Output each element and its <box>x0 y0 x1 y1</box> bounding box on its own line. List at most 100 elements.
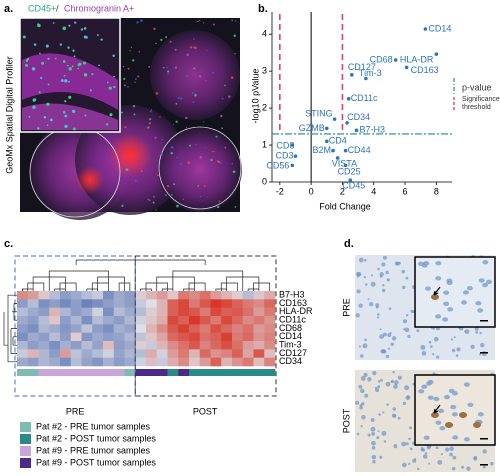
heatmap-cell <box>38 349 50 358</box>
cell-signal <box>148 65 151 68</box>
heatmap-cell <box>146 307 158 317</box>
cell-signal <box>216 205 220 209</box>
heatmap-cell <box>264 324 276 333</box>
legend-label: Pat #2 - PRE tumor samples <box>36 421 151 431</box>
heatmap-cell <box>27 349 39 358</box>
cell-signal <box>52 22 55 24</box>
nucleus <box>370 417 375 422</box>
heatmap-cell <box>60 357 72 367</box>
cell-signal <box>217 160 221 164</box>
nucleus <box>443 290 450 295</box>
cell-signal <box>187 161 191 165</box>
nucleus <box>360 354 364 358</box>
heatmap-cell <box>103 299 115 308</box>
nucleus <box>377 430 380 433</box>
nucleus <box>376 313 380 316</box>
nucleus <box>368 302 374 307</box>
scale-bar <box>480 352 488 354</box>
heatmap-cell <box>92 332 104 342</box>
nucleus <box>370 281 376 287</box>
nucleus <box>372 370 377 376</box>
cell-signal <box>170 146 174 149</box>
nucleus <box>360 425 363 428</box>
heatmap-cell <box>38 357 50 367</box>
cell-signal <box>64 124 68 129</box>
cell-signal <box>40 76 43 80</box>
cell-signal <box>160 38 163 42</box>
heatmap-cell <box>92 357 104 367</box>
hotspot <box>76 166 104 194</box>
heatmap-cell <box>167 316 179 325</box>
x-axis-title: Fold Change <box>319 201 371 211</box>
cell-signal <box>124 125 127 129</box>
heatmap-cell <box>221 299 233 308</box>
heatmap-cell <box>232 307 244 317</box>
heatmap-cell <box>124 357 136 367</box>
annotation-cell <box>189 369 201 376</box>
annotation-cell <box>253 369 265 376</box>
cell-signal <box>47 83 50 86</box>
cell-signal <box>68 67 72 71</box>
nucleus <box>451 412 458 417</box>
nucleus <box>435 276 442 281</box>
nucleus <box>371 446 376 450</box>
cell-signal <box>185 74 189 78</box>
cell-signal <box>134 78 137 80</box>
nucleus <box>452 455 457 460</box>
cell-signal <box>157 174 160 177</box>
nucleus <box>427 395 434 400</box>
side-label: GeoMx Spatial Digital Profiler <box>4 56 14 174</box>
nucleus <box>442 317 449 322</box>
nucleus <box>393 384 398 389</box>
cell-signal <box>108 86 112 90</box>
point-label: CD68 <box>370 54 393 64</box>
cell-signal <box>37 23 40 25</box>
nucleus <box>371 454 377 460</box>
nucleus <box>386 403 389 406</box>
cell-signal <box>106 81 109 84</box>
heatmap-cell <box>199 316 211 325</box>
cell-signal <box>234 206 237 208</box>
cell-signal <box>73 55 76 58</box>
nucleus <box>394 261 399 266</box>
heatmap-cell <box>242 357 254 367</box>
heatmap-cell <box>264 332 276 342</box>
cell-signal <box>233 188 236 191</box>
nucleus <box>379 328 382 331</box>
heatmap-cell <box>178 324 190 333</box>
cell-signal <box>113 75 115 78</box>
heatmap-cell <box>103 357 115 367</box>
heatmap-cell <box>60 291 72 300</box>
data-point <box>393 58 398 62</box>
nucleus <box>480 342 485 348</box>
heatmap-cell <box>210 349 222 358</box>
nucleus <box>382 332 387 337</box>
cell-signal <box>211 150 214 153</box>
heatmap-cell <box>27 307 39 317</box>
cell-signal <box>49 118 53 122</box>
nucleus <box>376 436 380 440</box>
cell-signal <box>130 46 133 49</box>
cell-signal <box>62 110 66 114</box>
heatmap-cell <box>167 307 179 317</box>
heatmap-cell <box>167 357 179 367</box>
heatmap-cell <box>135 349 147 358</box>
point-label: GZMB <box>299 123 325 133</box>
cell-signal <box>33 43 37 46</box>
heatmap-cell <box>189 349 201 358</box>
nucleus <box>435 260 442 266</box>
cell-signal <box>221 127 223 130</box>
cell-signal <box>232 170 236 174</box>
data-point <box>343 163 348 168</box>
heatmap-cell <box>253 349 265 358</box>
heatmap-cell <box>38 291 50 300</box>
heatmap-cell <box>81 324 93 333</box>
heatmap-cell <box>221 341 233 350</box>
x-tick-label: 4 <box>371 186 376 196</box>
cell-signal <box>47 57 50 60</box>
cell-signal <box>199 155 203 159</box>
cell-signal <box>83 61 87 65</box>
cell-signal <box>205 80 207 82</box>
data-point <box>324 126 329 131</box>
annotation-cell <box>113 369 125 376</box>
